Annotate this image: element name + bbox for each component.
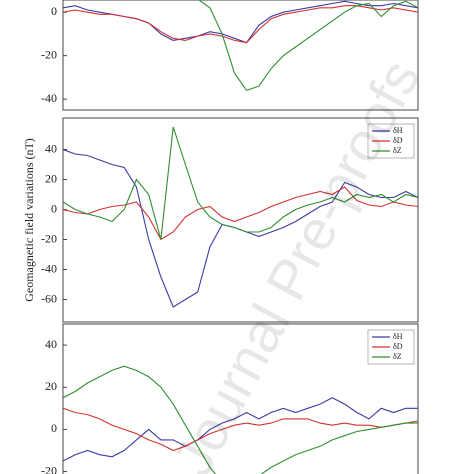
- y-tick-label: -60: [41, 291, 57, 305]
- plot-area: [63, 0, 418, 92]
- y-tick-label: 0: [51, 201, 57, 215]
- watermark: Journal Pre-proofs: [160, 50, 432, 474]
- y-axis-label: Geomagnetic field variations (nT): [22, 138, 36, 302]
- plot-frame: [62, 323, 419, 474]
- plot-area: [63, 365, 418, 474]
- data-line: [198, 0, 418, 92]
- y-tick-label: 20: [45, 171, 57, 185]
- y-tick-label: 40: [45, 337, 57, 351]
- data-line: [63, 397, 418, 462]
- y-tick-label: -20: [41, 463, 57, 474]
- legend-label: δH: [393, 126, 403, 135]
- legend-label: δD: [393, 136, 403, 145]
- y-tick-label: -20: [41, 47, 57, 61]
- y-tick-label: -20: [41, 231, 57, 245]
- data-line: [63, 126, 418, 240]
- data-line: [63, 365, 418, 474]
- y-tick-label: 0: [51, 421, 57, 435]
- plot-area: [63, 126, 418, 308]
- plot-frame: [62, 0, 419, 111]
- legend-label: δZ: [393, 352, 402, 361]
- y-tick-label: 20: [45, 379, 57, 393]
- data-line: [63, 407, 418, 452]
- y-tick-label: -40: [41, 261, 57, 275]
- plot-frame: [62, 117, 419, 323]
- legend-label: δH: [393, 332, 403, 341]
- legend-label: δD: [393, 342, 403, 351]
- y-tick-label: 40: [45, 141, 57, 155]
- y-tick-label: -40: [41, 91, 57, 105]
- legend-label: δZ: [393, 146, 402, 155]
- data-line: [63, 186, 418, 241]
- y-tick-label: 0: [51, 4, 57, 18]
- data-line: [63, 5, 418, 44]
